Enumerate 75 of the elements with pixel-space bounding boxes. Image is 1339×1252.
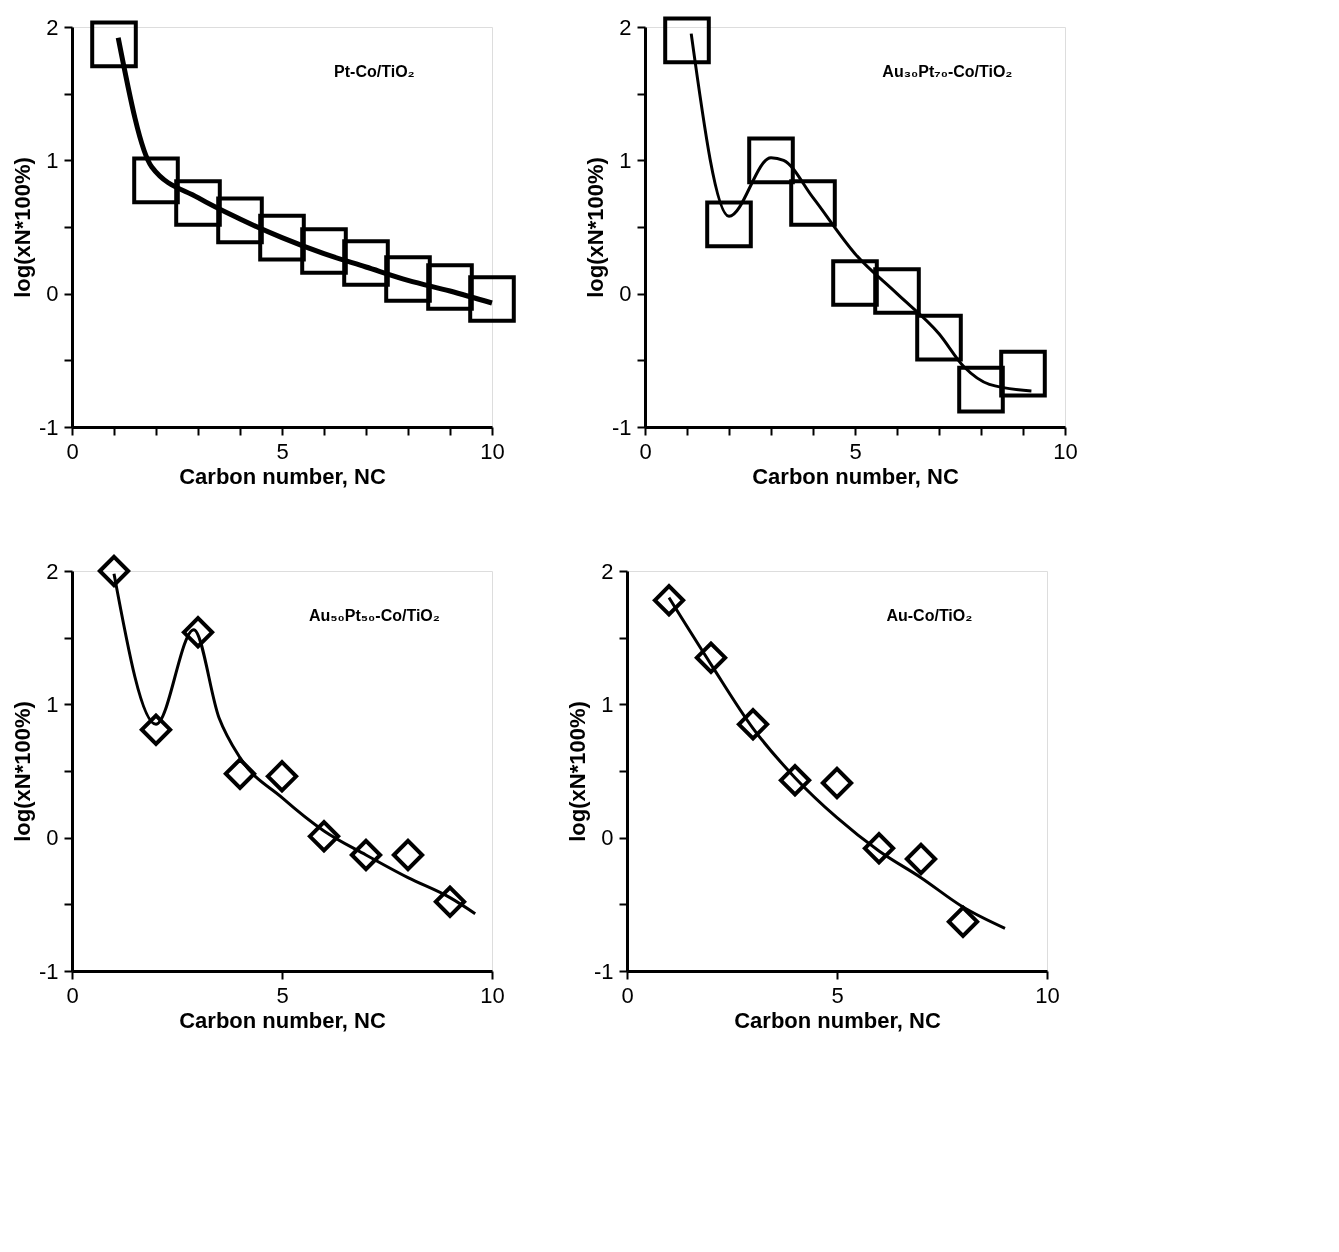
- x-tick-label: 5: [276, 438, 289, 464]
- point: [862, 832, 896, 865]
- point: [433, 885, 467, 918]
- y-tick-label: -1: [38, 958, 59, 984]
- point: [174, 179, 222, 227]
- x-tick-label: 10: [1053, 438, 1078, 464]
- point: [904, 842, 938, 876]
- annotation: Au-Co/TiO₂: [886, 607, 973, 624]
- annotation: Au₅₀Pt₅₀-Co/TiO₂: [308, 607, 440, 624]
- point: [132, 156, 180, 205]
- x-tick-label: 10: [1035, 982, 1060, 1008]
- point: [265, 760, 299, 793]
- point: [223, 757, 257, 790]
- point: [90, 20, 138, 69]
- y-tick-label: 1: [619, 147, 632, 173]
- point: [652, 584, 686, 617]
- point: [778, 764, 812, 797]
- point: [957, 365, 1005, 414]
- point: [946, 905, 980, 938]
- point: [747, 136, 795, 185]
- point: [820, 766, 854, 800]
- point: [426, 263, 474, 311]
- point: [342, 239, 390, 287]
- point: [999, 349, 1047, 398]
- y-tick-label: -1: [593, 958, 614, 984]
- x-axis-title: Carbon number, NC: [179, 1007, 386, 1033]
- x-axis-title: Carbon number, NC: [752, 463, 959, 489]
- y-tick-label: 1: [46, 691, 59, 717]
- x-axis-title: Carbon number, NC: [179, 463, 386, 489]
- point: [873, 267, 921, 315]
- y-tick-label: 2: [601, 558, 614, 584]
- y-axis-title: log(xN*100%): [564, 701, 590, 842]
- y-tick-label: 2: [619, 14, 632, 40]
- point: [181, 616, 215, 649]
- point: [384, 255, 432, 303]
- x-tick-label: 5: [849, 438, 862, 464]
- point: [307, 820, 341, 853]
- y-tick-label: 2: [46, 14, 59, 40]
- point: [694, 641, 728, 674]
- point: [258, 213, 306, 262]
- x-tick-label: 0: [66, 438, 79, 464]
- y-tick-label: 1: [601, 691, 614, 717]
- point: [736, 708, 770, 741]
- annotation: Au₃₀Pt₇₀-Co/TiO₂: [882, 63, 1013, 80]
- point: [915, 313, 963, 362]
- point: [789, 179, 837, 227]
- x-tick-label: 10: [480, 438, 505, 464]
- point: [831, 259, 879, 307]
- y-tick-label: 0: [46, 825, 59, 851]
- point: [349, 838, 383, 872]
- y-tick-label: 2: [46, 558, 59, 584]
- point: [300, 227, 348, 275]
- y-tick-label: -1: [611, 414, 632, 440]
- x-tick-label: 0: [639, 438, 652, 464]
- y-tick-label: 0: [46, 281, 59, 307]
- point: [139, 713, 173, 746]
- y-tick-label: 0: [601, 825, 614, 851]
- y-tick-label: 0: [619, 281, 632, 307]
- point: [216, 196, 264, 245]
- x-tick-label: 5: [276, 982, 289, 1008]
- x-axis-title: Carbon number, NC: [734, 1007, 941, 1033]
- x-tick-label: 10: [480, 982, 505, 1008]
- y-tick-label: 1: [46, 147, 59, 173]
- point: [391, 838, 425, 872]
- x-tick-label: 5: [831, 982, 844, 1008]
- y-axis-title: log(xN*100%): [9, 157, 35, 298]
- y-axis-title: log(xN*100%): [9, 701, 35, 842]
- y-tick-label: -1: [38, 414, 59, 440]
- point: [468, 275, 516, 323]
- y-axis-title: log(xN*100%): [582, 157, 608, 298]
- point: [663, 16, 711, 65]
- annotation: Pt-Co/TiO₂: [334, 63, 415, 80]
- point: [97, 554, 131, 588]
- point: [705, 200, 753, 249]
- x-tick-label: 0: [66, 982, 79, 1008]
